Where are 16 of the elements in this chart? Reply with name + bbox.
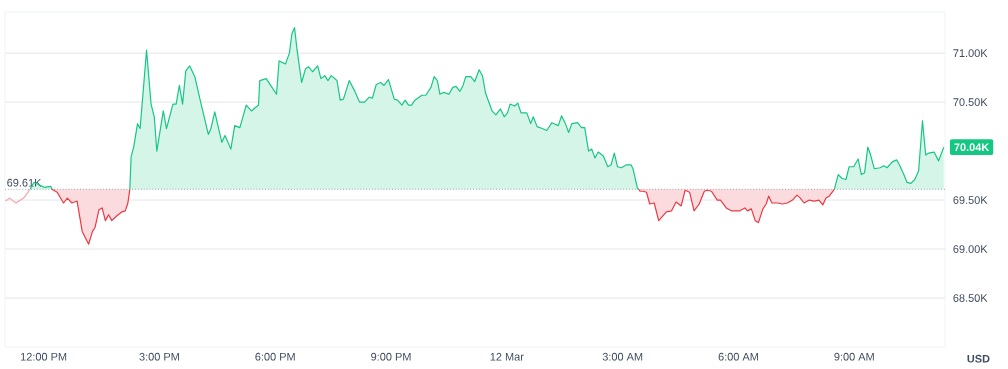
- x-tick-label: 9:00 AM: [834, 352, 874, 361]
- x-tick-label: 6:00 AM: [718, 352, 758, 361]
- y-tick-label: 69.50K: [953, 196, 988, 204]
- x-tick-label: 12:00 PM: [20, 352, 67, 361]
- x-tick-label: 9:00 PM: [371, 352, 411, 361]
- ref-line-label: 69.61K: [7, 178, 42, 187]
- text: USD: [967, 354, 990, 363]
- x-tick-label: 6:00 PM: [255, 352, 295, 361]
- y-tick-label: 70.50K: [953, 98, 988, 106]
- x-tick-label: 3:00 AM: [602, 352, 643, 361]
- y-tick-label: 68.50K: [953, 294, 988, 302]
- annotation: 70.04K: [954, 143, 990, 152]
- y-tick-label: 69.00K: [953, 245, 988, 253]
- x-tick-label: 12 Mar: [490, 352, 524, 361]
- x-tick-label: 3:00 PM: [139, 352, 179, 361]
- y-tick-label: 71.00K: [953, 49, 988, 58]
